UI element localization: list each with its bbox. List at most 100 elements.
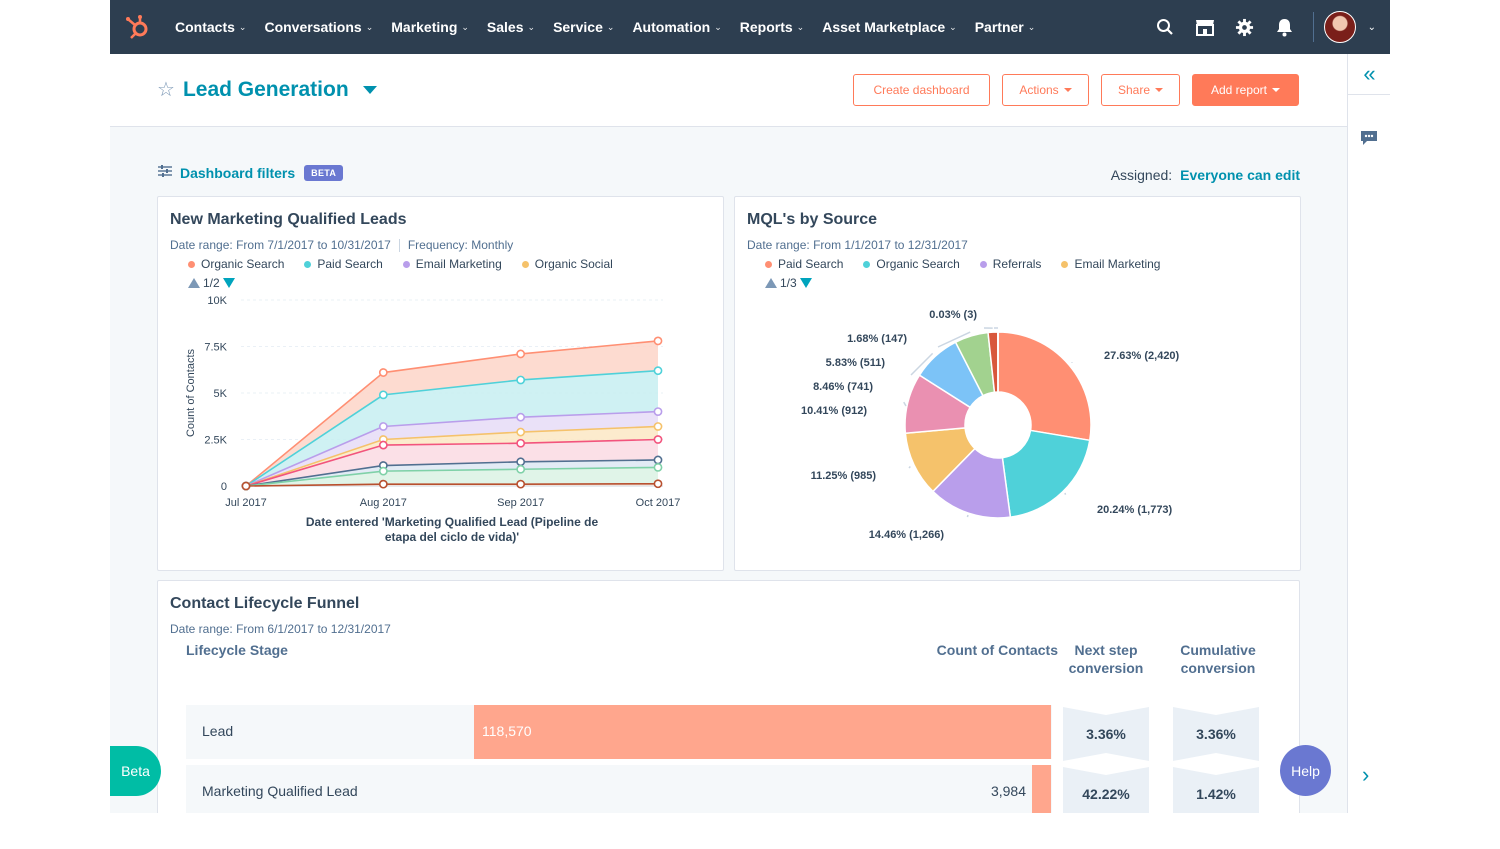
pager-prev-icon[interactable] (188, 278, 200, 288)
assigned-value-link[interactable]: Everyone can edit (1180, 167, 1300, 183)
x-tick-label: Jul 2017 (225, 497, 267, 509)
funnel-row[interactable]: Lead 118,570 (186, 705, 1052, 759)
data-point[interactable] (653, 462, 663, 472)
pie-slice[interactable] (1001, 429, 1091, 519)
data-point[interactable] (378, 479, 388, 489)
data-point[interactable] (516, 457, 526, 467)
chevron-down-icon[interactable]: ⌄ (1367, 21, 1376, 33)
donut-chart: 27.63% (2,420) 20.24% (1,773) 14.46% (1,26… (801, 309, 1180, 541)
legend-item[interactable]: Referrals (979, 257, 1042, 271)
legend-label: Organic Social (534, 257, 613, 271)
legend-dot-icon (188, 260, 195, 268)
area-chart: 0 2.5K 5K 7.5K 10K Jul 2017 Aug 2017 Sep 2017 Oc… (185, 295, 680, 544)
data-point[interactable] (516, 479, 526, 489)
help-button[interactable]: Help (1280, 745, 1331, 796)
data-point[interactable] (378, 368, 388, 377)
share-button[interactable]: Share (1101, 74, 1180, 106)
nav-item-reports[interactable]: Reports ⌄ (731, 19, 813, 35)
pie-data-label: 8.46% (741) (813, 381, 873, 393)
pie-slice[interactable] (997, 331, 1092, 442)
data-point[interactable] (653, 366, 663, 376)
conversion-value: 3.36% (1196, 726, 1236, 742)
data-point[interactable] (378, 466, 388, 476)
data-point[interactable] (516, 438, 526, 448)
data-point[interactable] (516, 375, 526, 385)
double-chevron-left-icon[interactable]: « (1348, 54, 1390, 95)
data-point[interactable] (378, 440, 388, 450)
y-tick-label: 5K (214, 388, 228, 400)
legend-item[interactable]: Organic Social (521, 257, 613, 271)
data-point[interactable] (653, 407, 663, 416)
pager-prev-icon[interactable] (765, 278, 777, 288)
marketplace-icon[interactable] (1185, 0, 1225, 54)
nav-item-automation[interactable]: Automation ⌄ (623, 19, 730, 35)
chevron-down-icon: ⌄ (461, 21, 469, 32)
data-point[interactable] (516, 464, 526, 474)
legend-pager: 1/3 (765, 276, 812, 290)
create-dashboard-button[interactable]: Create dashboard (853, 74, 990, 106)
pager-next-icon[interactable] (799, 278, 812, 288)
chevron-down-icon: ⌄ (606, 21, 615, 32)
gear-icon[interactable] (1225, 0, 1265, 54)
area-fill (246, 439, 658, 486)
x-axis-label: Date entered 'Marketing Qualified Lead (… (306, 515, 599, 544)
actions-button[interactable]: Actions (1002, 74, 1089, 106)
card-title[interactable]: New Marketing Qualified Leads (170, 211, 407, 228)
frequency-label: Frequency: (407, 238, 468, 252)
data-point[interactable] (653, 336, 663, 346)
dashboard-title[interactable]: ☆ Lead Generation (157, 77, 377, 102)
data-point[interactable] (378, 390, 388, 400)
add-report-button[interactable]: Add report (1192, 74, 1299, 106)
legend-label: Paid Search (317, 257, 383, 271)
dashboard-filters[interactable]: Dashboard filters BETA (158, 164, 344, 182)
beta-button[interactable]: Beta (110, 746, 161, 796)
avatar[interactable] (1323, 11, 1356, 43)
data-point[interactable] (516, 412, 526, 422)
y-axis-label: Count of Contacts (185, 348, 197, 437)
nav-item-contacts[interactable]: Contacts ⌄ (166, 19, 255, 35)
area-fill (246, 467, 658, 486)
area-fill (246, 459, 658, 486)
legend-item[interactable]: Email Marketing (1061, 257, 1160, 271)
mql-by-source-card: MQL's by Source Date range: From 1/1/201… (734, 196, 1301, 571)
chat-icon[interactable] (1360, 130, 1378, 151)
search-icon[interactable] (1145, 0, 1185, 54)
data-point[interactable] (516, 427, 526, 437)
lifecycle-funnel-card: Contact Lifecycle Funnel Date range: Fro… (157, 580, 1300, 813)
legend-item[interactable]: Organic Search (863, 257, 960, 271)
legend-item[interactable]: Email Marketing (402, 257, 502, 271)
legend-item[interactable]: Organic Search (188, 257, 284, 271)
conversion-value: 42.22% (1082, 786, 1130, 802)
nav-item-conversations[interactable]: Conversations ⌄ (255, 19, 382, 35)
nav-item-partner[interactable]: Partner ⌄ (966, 19, 1045, 35)
hubspot-logo-icon[interactable] (110, 0, 166, 54)
legend-item[interactable]: Paid Search (304, 257, 383, 271)
app-frame: Contacts ⌄ Conversations ⌄ Marketing ⌄ Sale… (110, 0, 1390, 813)
data-point[interactable] (516, 349, 526, 359)
series-line (245, 459, 659, 487)
nav-item-asset-marketplace[interactable]: Asset Marketplace ⌄ (813, 19, 966, 35)
legend-item[interactable]: Paid Search (765, 257, 843, 271)
data-point[interactable] (653, 435, 663, 444)
bell-icon[interactable] (1265, 0, 1305, 54)
nav-item-sales[interactable]: Sales ⌄ (478, 19, 544, 35)
nav-item-service[interactable]: Service ⌄ (544, 19, 623, 35)
data-point[interactable] (653, 455, 663, 465)
data-point[interactable] (653, 479, 663, 489)
nav-item-marketing[interactable]: Marketing ⌄ (382, 19, 478, 35)
data-point[interactable] (653, 422, 663, 431)
card-title[interactable]: Contact Lifecycle Funnel (170, 595, 360, 612)
chevron-down-icon: ⌄ (238, 21, 247, 32)
funnel-row[interactable]: Marketing Qualified Lead 3,984 (186, 765, 1052, 813)
chevron-right-icon[interactable]: › (1362, 762, 1370, 787)
data-point[interactable] (241, 481, 251, 491)
y-tick-label: 2.5K (204, 435, 227, 447)
funnel-bar (1031, 765, 1051, 813)
star-icon[interactable]: ☆ (157, 79, 175, 101)
pager-next-icon[interactable] (222, 278, 235, 288)
card-title[interactable]: MQL's by Source (747, 211, 878, 228)
caret-down-icon[interactable] (362, 85, 377, 94)
legend-label: Referrals (992, 257, 1042, 271)
data-point[interactable] (378, 422, 388, 431)
pie-data-label: 11.25% (985) (811, 470, 877, 482)
